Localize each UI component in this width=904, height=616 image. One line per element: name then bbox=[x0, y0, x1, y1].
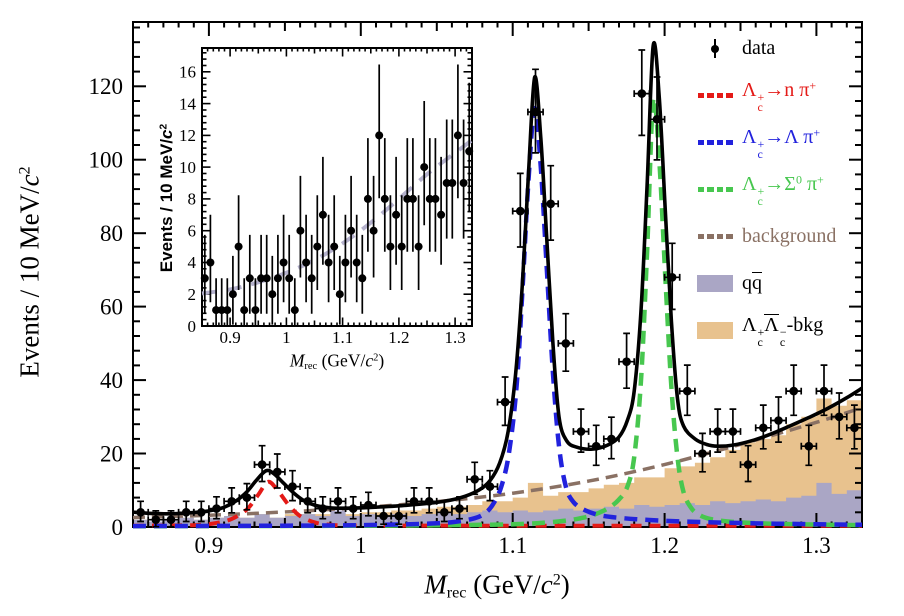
legend-label: Λ + c →Λ π+ bbox=[742, 125, 821, 162]
inset-tick-labels: 0.9 1 1.1 1.2 1.3 0 2 4 6 8 10 12 14 16 bbox=[179, 63, 466, 347]
legend-label: Λ + c →n π+ bbox=[742, 78, 817, 115]
label-fragment: (GeV/ bbox=[466, 569, 541, 600]
label-fragment: data bbox=[742, 37, 776, 59]
svg-text:8: 8 bbox=[188, 190, 197, 209]
legend-label: qq bbox=[742, 272, 762, 295]
svg-text:14: 14 bbox=[179, 94, 197, 113]
inset-ticks bbox=[201, 48, 473, 327]
main-data-points bbox=[132, 49, 863, 528]
svg-text:16: 16 bbox=[179, 63, 196, 82]
svg-text:60: 60 bbox=[100, 295, 123, 320]
main-y-axis-title: Events / 10 MeV/c2 bbox=[14, 166, 45, 378]
svg-text:1.1: 1.1 bbox=[498, 533, 527, 558]
label-fragment: background bbox=[742, 225, 837, 247]
label-fragment: π bbox=[801, 172, 818, 195]
dashed-line-swatch bbox=[695, 187, 735, 192]
svg-text:0.9: 0.9 bbox=[195, 533, 224, 558]
label-fragment: M bbox=[289, 350, 305, 371]
dashed-line-swatch bbox=[695, 234, 735, 239]
inset-y-axis-title: Events / 10 MeV/c2 bbox=[157, 123, 176, 273]
legend: data Λ + c →n π+ Λ + c →Λ π+ Λ + c →Σ0 π+ background q… bbox=[695, 25, 903, 354]
svg-text:10: 10 bbox=[179, 158, 196, 177]
svg-text:0: 0 bbox=[112, 515, 124, 540]
label-fragment: c bbox=[157, 129, 176, 139]
svg-text:2: 2 bbox=[188, 285, 197, 304]
legend-item-lc-to-lambda-pi: Λ + c →Λ π+ bbox=[695, 119, 903, 166]
svg-text:1.2: 1.2 bbox=[388, 328, 409, 347]
legend-item-lc-to-n-pi: Λ + c →n π+ bbox=[695, 72, 903, 119]
svg-text:0.9: 0.9 bbox=[219, 328, 240, 347]
fill-swatch bbox=[695, 322, 735, 339]
label-fragment: M bbox=[424, 569, 447, 600]
legend-label: data bbox=[742, 37, 775, 60]
svg-text:6: 6 bbox=[188, 222, 197, 241]
label-fragment: ) bbox=[560, 569, 570, 600]
label-fragment: Events / 10 MeV/ bbox=[157, 138, 176, 273]
lcbkg-histogram bbox=[133, 398, 862, 527]
label-fragment: q bbox=[752, 272, 762, 294]
svg-text:1.3: 1.3 bbox=[802, 533, 831, 558]
label-fragment: ) bbox=[378, 350, 385, 371]
label-fragment: Λ bbox=[742, 78, 757, 101]
legend-label: Λ + c →Σ0 π+ bbox=[742, 172, 824, 209]
svg-text:1.2: 1.2 bbox=[650, 533, 679, 558]
legend-item-background: background bbox=[695, 213, 903, 260]
dashed-line-swatch bbox=[695, 140, 735, 145]
inset-data-points bbox=[200, 64, 474, 326]
svg-text:1.3: 1.3 bbox=[444, 328, 465, 347]
label-fragment: → bbox=[764, 172, 785, 195]
signal-sigma0-pi bbox=[132, 95, 863, 529]
label-fragment: Events / 10 MeV/ bbox=[14, 186, 45, 378]
svg-text:4: 4 bbox=[188, 253, 197, 272]
svg-text:1: 1 bbox=[355, 533, 367, 558]
main-x-axis-title: Mrec (GeV/c2) bbox=[424, 569, 570, 602]
legend-item-data: data bbox=[695, 25, 903, 72]
fill-swatch bbox=[695, 275, 735, 292]
svg-text:100: 100 bbox=[89, 148, 124, 173]
label-fragment: c bbox=[540, 569, 553, 600]
label-fragment: (GeV/ bbox=[317, 350, 366, 371]
inset-background-curve bbox=[201, 138, 474, 296]
svg-text:40: 40 bbox=[100, 368, 123, 393]
svg-text:20: 20 bbox=[100, 441, 123, 466]
label-fragment: Λ bbox=[742, 125, 757, 148]
svg-text:120: 120 bbox=[89, 74, 124, 99]
svg-text:0: 0 bbox=[188, 317, 197, 336]
label-fragment: c bbox=[365, 350, 374, 371]
svg-text:12: 12 bbox=[179, 126, 196, 145]
svg-text:80: 80 bbox=[100, 221, 123, 246]
qqbar-histogram bbox=[133, 482, 862, 527]
legend-item-lc-to-sigma0-pi: Λ + c →Σ0 π+ bbox=[695, 166, 903, 213]
legend-label: Λ + c Λ − c -bkg bbox=[742, 313, 824, 350]
label-fragment: π bbox=[803, 125, 814, 148]
label-fragment: q bbox=[742, 272, 752, 294]
label-fragment: →Λ bbox=[764, 125, 804, 148]
label-fragment: →n bbox=[764, 78, 800, 101]
label-fragment: c bbox=[14, 174, 45, 187]
signal-n-pi bbox=[132, 479, 862, 528]
label-fragment: Λ bbox=[742, 313, 757, 336]
legend-item-lclcbar-bkg: Λ + c Λ − c -bkg bbox=[695, 307, 903, 354]
data-marker-icon bbox=[695, 39, 735, 58]
dashed-line-swatch bbox=[695, 93, 735, 98]
inset-x-axis-title: Mrec (GeV/c2) bbox=[289, 350, 385, 373]
label-fragment: Λ bbox=[742, 172, 757, 195]
svg-text:1: 1 bbox=[282, 328, 291, 347]
svg-text:1.1: 1.1 bbox=[332, 328, 353, 347]
label-fragment: Λ bbox=[764, 313, 779, 336]
label-fragment: -bkg bbox=[786, 313, 824, 336]
inset-plot: 0.9 1 1.1 1.2 1.3 0 2 4 6 8 10 12 14 16 bbox=[179, 46, 474, 347]
legend-item-qqbar: qq bbox=[695, 260, 903, 307]
label-fragment: Σ bbox=[784, 172, 796, 195]
label-fragment: π bbox=[799, 78, 810, 101]
legend-label: background bbox=[742, 225, 836, 248]
